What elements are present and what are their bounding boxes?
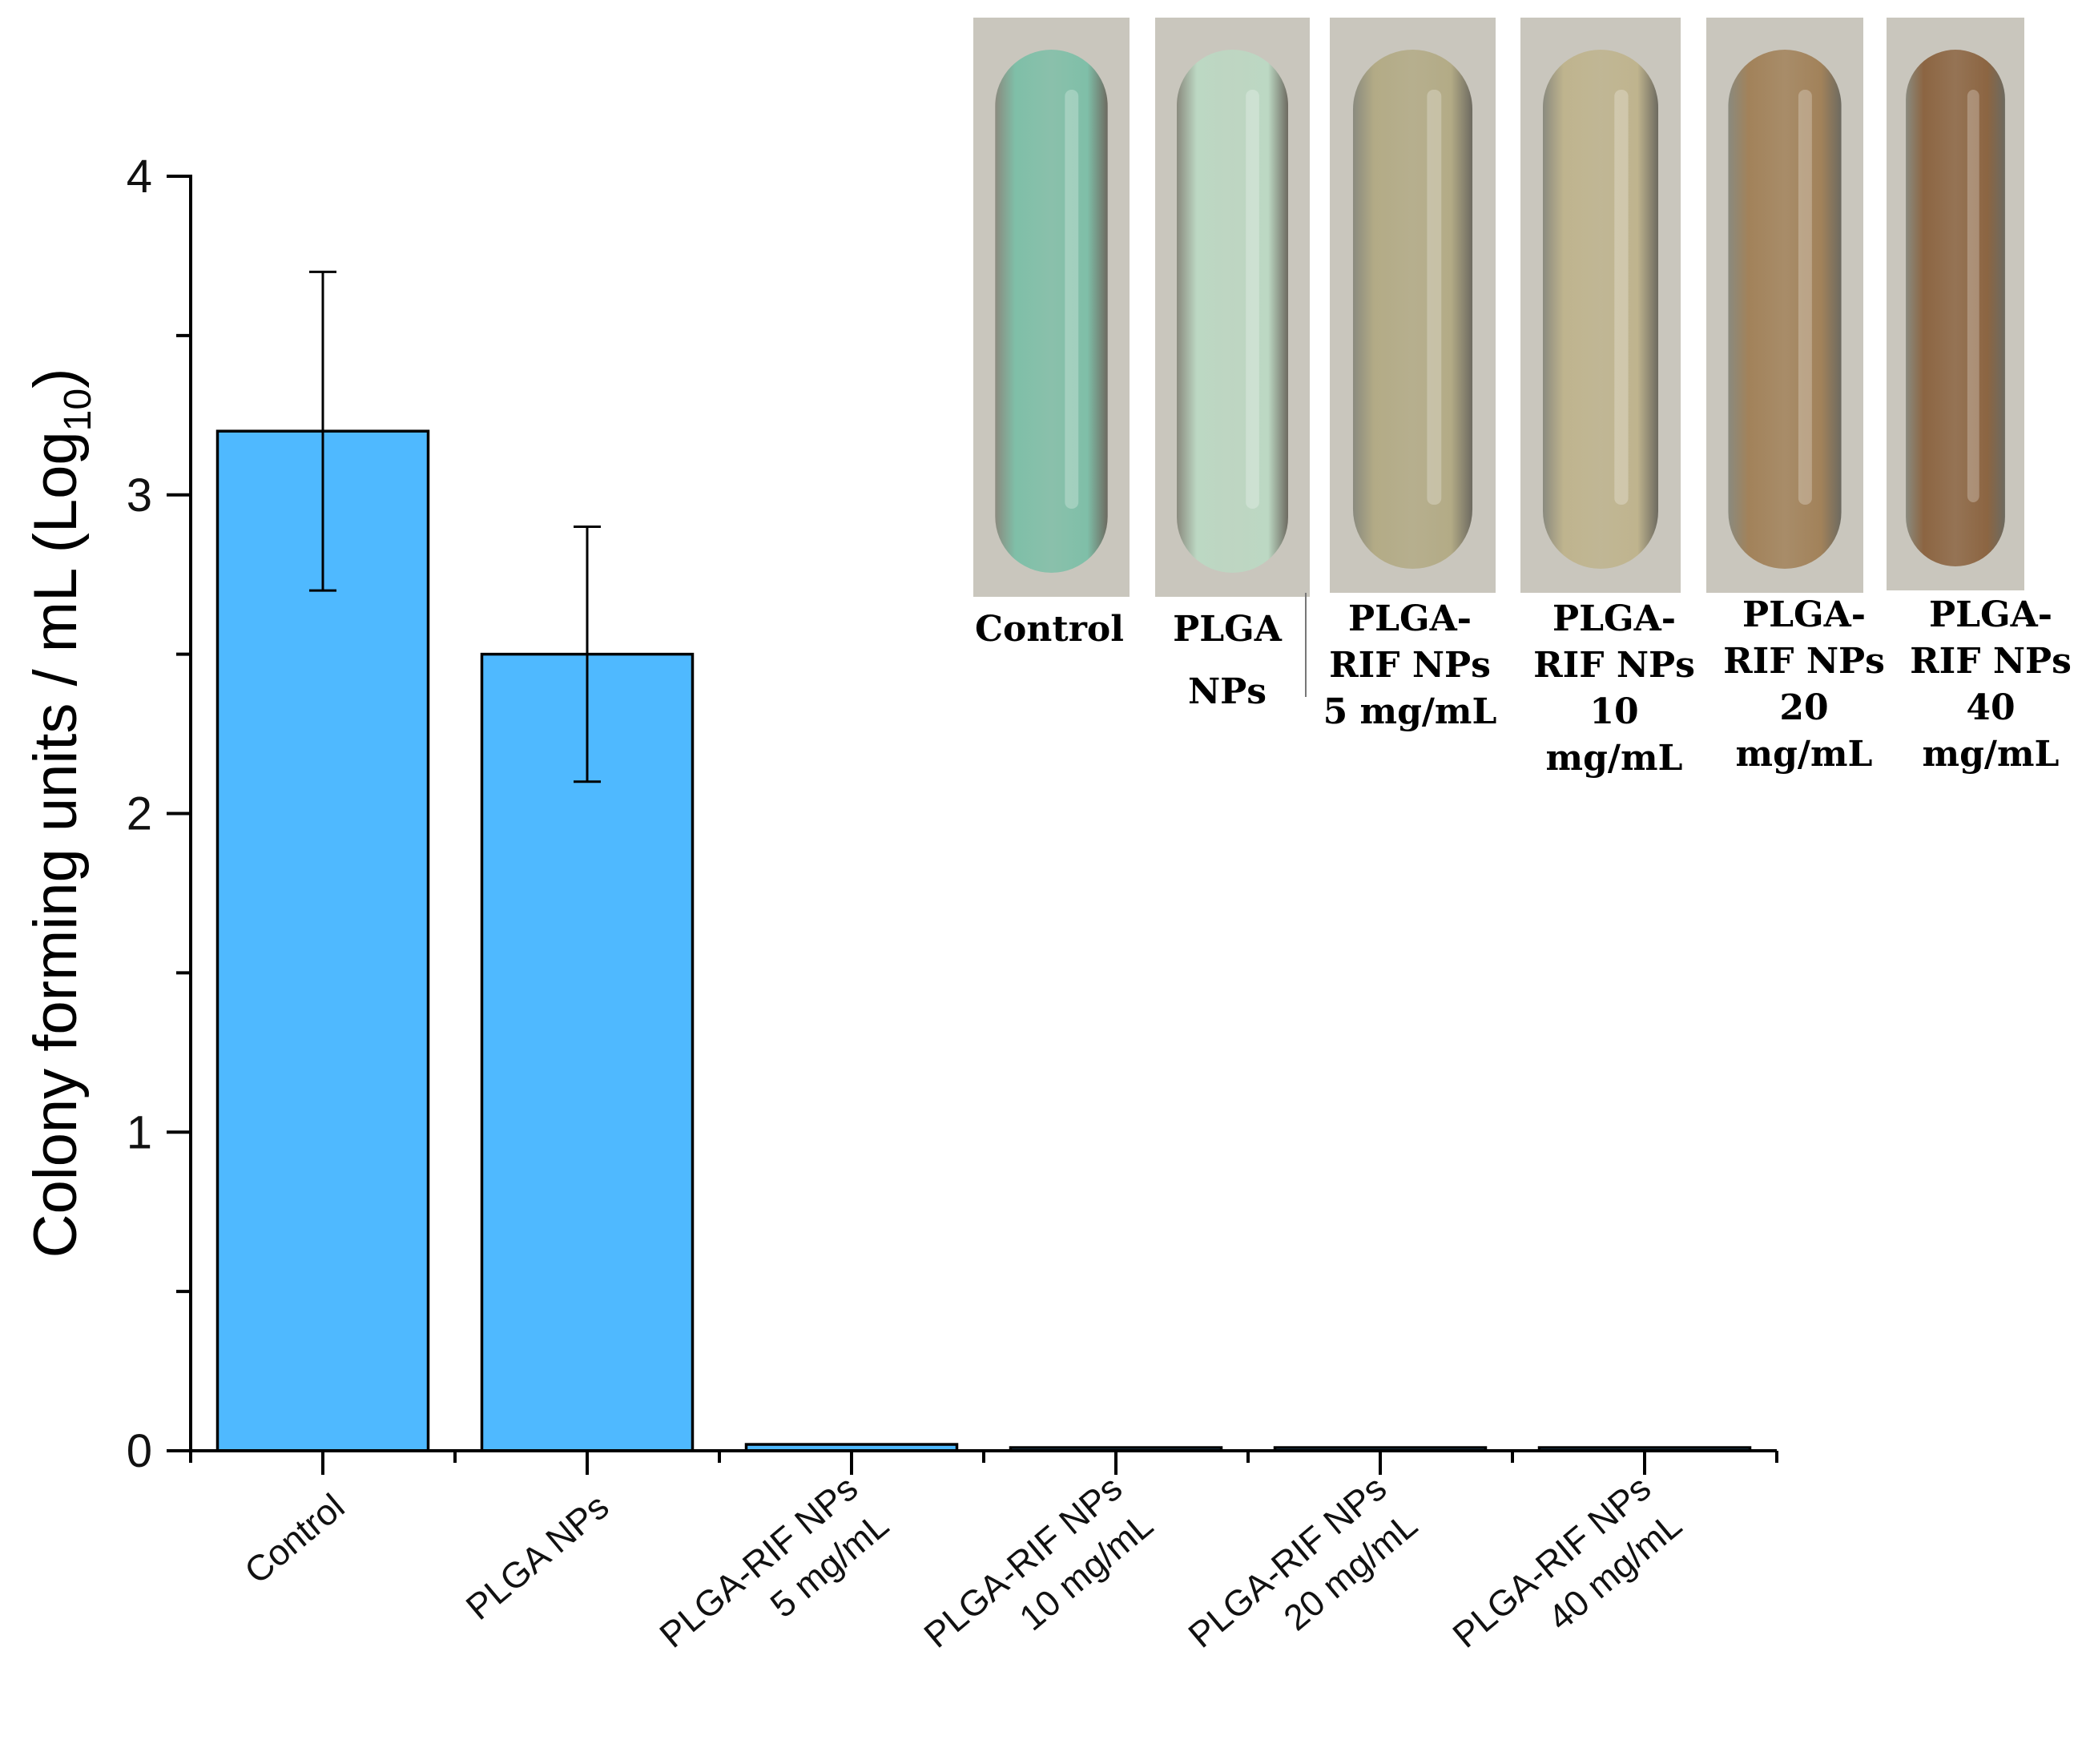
error-bar-0 bbox=[309, 270, 336, 592]
svg-text:Control: Control bbox=[237, 1486, 352, 1592]
y-tick-label: 2 bbox=[127, 788, 152, 840]
tube-photo-5 bbox=[1887, 18, 2024, 590]
error-bar-1 bbox=[574, 526, 601, 783]
tube-photo-2 bbox=[1330, 18, 1496, 593]
x-tick-label: PLGA-RIF NPs5 mg/mL bbox=[652, 1468, 896, 1693]
y-tick-label: 0 bbox=[127, 1425, 152, 1477]
x-tick-label: PLGA-RIF NPs20 mg/mL bbox=[1181, 1468, 1425, 1693]
y-tick-label: 3 bbox=[127, 469, 152, 522]
x-tick-label: PLGA-RIF NPs10 mg/mL bbox=[916, 1468, 1161, 1693]
x-tick-label: Control bbox=[237, 1486, 352, 1592]
x-tick-label: PLGA-RIF NPs40 mg/mL bbox=[1445, 1468, 1689, 1693]
y-tick-label: 1 bbox=[127, 1106, 152, 1158]
svg-text:PLGA-RIF NPs40 mg/mL: PLGA-RIF NPs40 mg/mL bbox=[1445, 1468, 1689, 1693]
tube-label-2: PLGA-RIF NPs 5 mg/mL bbox=[1323, 598, 1497, 732]
tube-photo-0 bbox=[973, 18, 1130, 597]
tube-photo-3 bbox=[1520, 18, 1681, 593]
svg-text:PLGA-RIF NPs10 mg/mL: PLGA-RIF NPs10 mg/mL bbox=[916, 1468, 1161, 1693]
tube-photo-4 bbox=[1706, 18, 1863, 593]
svg-text:PLGA-RIF NPs5 mg/mL: PLGA-RIF NPs5 mg/mL bbox=[652, 1468, 896, 1693]
x-tick-label: PLGA NPs bbox=[458, 1486, 617, 1628]
tube-photo-1 bbox=[1155, 18, 1310, 597]
tube-label-1: PLGA NPs bbox=[1173, 609, 1283, 712]
axes bbox=[167, 175, 1778, 1475]
y-axis-label: Colony forming units / mL (Log10) bbox=[22, 369, 99, 1259]
tube-label-0: Control bbox=[975, 609, 1124, 650]
tube-label-5: PLGA-RIF NPs 40 mg/mL bbox=[1910, 594, 2072, 775]
tube-label-3: PLGA-RIF NPs 10 mg/mL bbox=[1533, 598, 1695, 779]
svg-text:PLGA NPs: PLGA NPs bbox=[458, 1486, 617, 1628]
tube-photo-inset: Control PLGA NPs PLGA-RIF NPs 5 mg/mL PLGA-RI… bbox=[973, 18, 2072, 779]
tube-label-4: PLGA-RIF NPs 20 mg/mL bbox=[1723, 594, 1885, 775]
y-tick-label: 4 bbox=[127, 151, 152, 203]
svg-text:PLGA-RIF NPs20 mg/mL: PLGA-RIF NPs20 mg/mL bbox=[1181, 1468, 1425, 1693]
